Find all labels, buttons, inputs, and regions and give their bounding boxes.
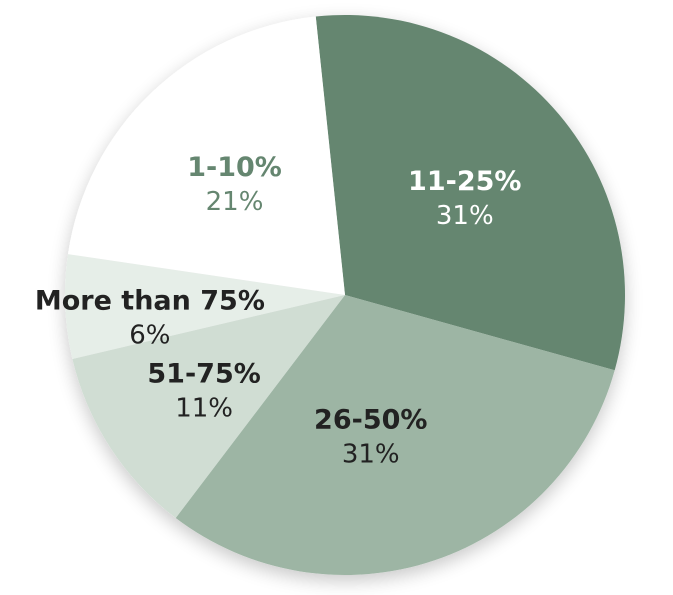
- pie-slice-11-25: [315, 14, 625, 371]
- slice-label-51-75: 51-75%: [147, 358, 260, 389]
- slice-label-11-25: 11-25%: [408, 166, 521, 197]
- pie-labels: 11-25% 31% 26-50% 31% 51-75% 11% More than 75%…: [35, 152, 522, 470]
- slice-label-26-50: 26-50%: [314, 405, 427, 436]
- slice-label-more-than-75: More than 75%: [35, 285, 265, 316]
- slice-value-51-75: 11%: [175, 393, 233, 423]
- pie-slice-26-50: [175, 295, 615, 575]
- slice-label-1-10: 1-10%: [187, 152, 282, 183]
- pie-slices: [64, 14, 625, 575]
- slice-value-26-50: 31%: [342, 440, 400, 470]
- pie-slice-51-75: [72, 295, 346, 519]
- slice-value-1-10: 21%: [206, 187, 264, 217]
- pie-slice-more-than-75: [64, 254, 345, 359]
- slice-value-more-than-75: 6%: [129, 320, 170, 350]
- slice-value-11-25: 31%: [436, 201, 494, 231]
- pie-slice-1-10: [68, 16, 345, 295]
